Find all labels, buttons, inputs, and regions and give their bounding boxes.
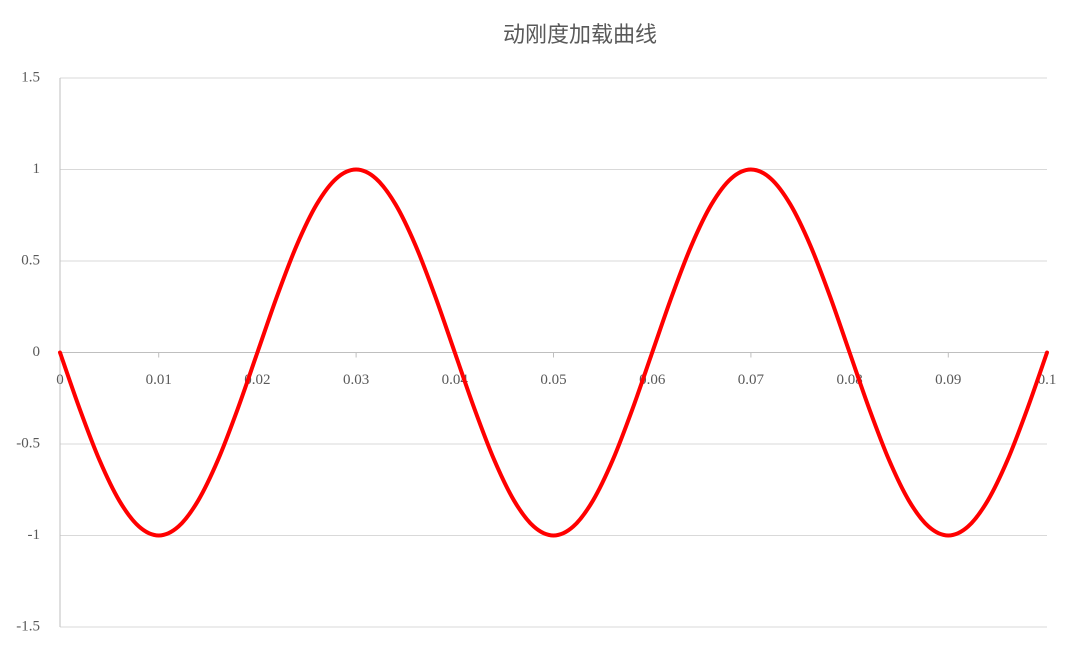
y-tick-label: 1 (33, 161, 41, 177)
y-tick-label: 0 (33, 344, 41, 360)
x-tick-label: 0.09 (935, 372, 961, 388)
y-tick-label: -0.5 (16, 435, 40, 451)
chart-title: 动刚度加载曲线 (503, 23, 657, 48)
x-tick-label: 0 (56, 372, 64, 388)
y-tick-label: -1.5 (16, 618, 40, 634)
x-tick-label: 0.01 (146, 372, 172, 388)
y-tick-label: 1.5 (21, 69, 40, 85)
data-line (58, 167, 1049, 538)
x-tick-label: 0.07 (738, 372, 765, 388)
x-tick-label: 0.05 (540, 372, 566, 388)
x-tick-label: 0.1 (1038, 372, 1057, 388)
y-tick-label: -1 (28, 527, 41, 543)
y-tick-label: 0.5 (21, 252, 40, 268)
x-tick-label: 0.03 (343, 372, 369, 388)
